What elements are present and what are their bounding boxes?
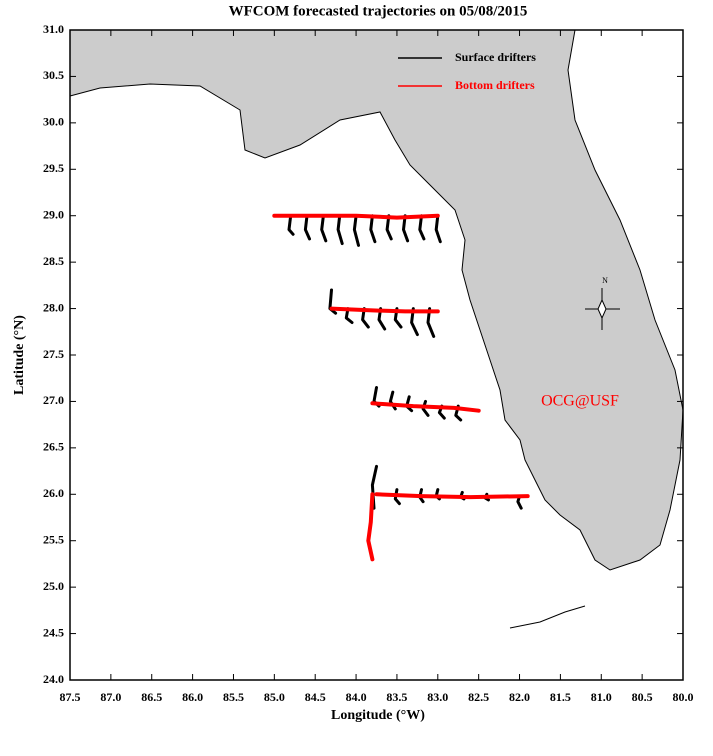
x-tick-label: 82.0 bbox=[509, 690, 530, 704]
x-tick-label: 85.0 bbox=[264, 690, 285, 704]
y-tick-label: 30.0 bbox=[43, 115, 64, 129]
y-tick-label: 29.5 bbox=[43, 161, 64, 175]
legend-label: Bottom drifters bbox=[455, 78, 535, 92]
y-tick-label: 28.5 bbox=[43, 254, 64, 268]
x-axis-label: Longitude (°W) bbox=[331, 708, 425, 723]
x-tick-label: 87.5 bbox=[60, 690, 81, 704]
chart-title: WFCOM forecasted trajectories on 05/08/2… bbox=[229, 3, 528, 19]
y-tick-label: 25.5 bbox=[43, 532, 64, 546]
y-axis-label: Latitude (°N) bbox=[12, 315, 27, 395]
y-tick-label: 25.0 bbox=[43, 579, 64, 593]
x-tick-label: 84.0 bbox=[346, 690, 367, 704]
y-tick-label: 29.0 bbox=[43, 207, 64, 221]
y-tick-label: 24.5 bbox=[43, 625, 64, 639]
x-tick-label: 87.0 bbox=[100, 690, 121, 704]
y-tick-label: 26.5 bbox=[43, 440, 64, 454]
y-tick-label: 30.5 bbox=[43, 68, 64, 82]
y-tick-label: 27.0 bbox=[43, 393, 64, 407]
x-tick-label: 80.5 bbox=[632, 690, 653, 704]
x-tick-label: 81.5 bbox=[550, 690, 571, 704]
annotation: OCG@USF bbox=[541, 393, 619, 410]
y-tick-label: 31.0 bbox=[43, 22, 64, 36]
y-tick-label: 26.0 bbox=[43, 486, 64, 500]
x-tick-label: 82.5 bbox=[468, 690, 489, 704]
x-tick-label: 86.0 bbox=[182, 690, 203, 704]
compass-label: N bbox=[602, 276, 608, 285]
land bbox=[69, 29, 684, 571]
compass bbox=[585, 288, 620, 330]
y-tick-label: 28.0 bbox=[43, 300, 64, 314]
x-tick-label: 83.5 bbox=[386, 690, 407, 704]
x-tick-label: 81.0 bbox=[591, 690, 612, 704]
x-tick-label: 85.5 bbox=[223, 690, 244, 704]
legend-label: Surface drifters bbox=[455, 50, 536, 64]
x-tick-label: 86.5 bbox=[141, 690, 162, 704]
x-tick-label: 83.0 bbox=[427, 690, 448, 704]
x-tick-label: 84.5 bbox=[305, 690, 326, 704]
florida-keys bbox=[509, 605, 586, 629]
x-tick-label: 80.0 bbox=[673, 690, 694, 704]
y-tick-label: 27.5 bbox=[43, 347, 64, 361]
y-tick-label: 24.0 bbox=[43, 672, 64, 686]
trajectory bbox=[272, 213, 530, 562]
